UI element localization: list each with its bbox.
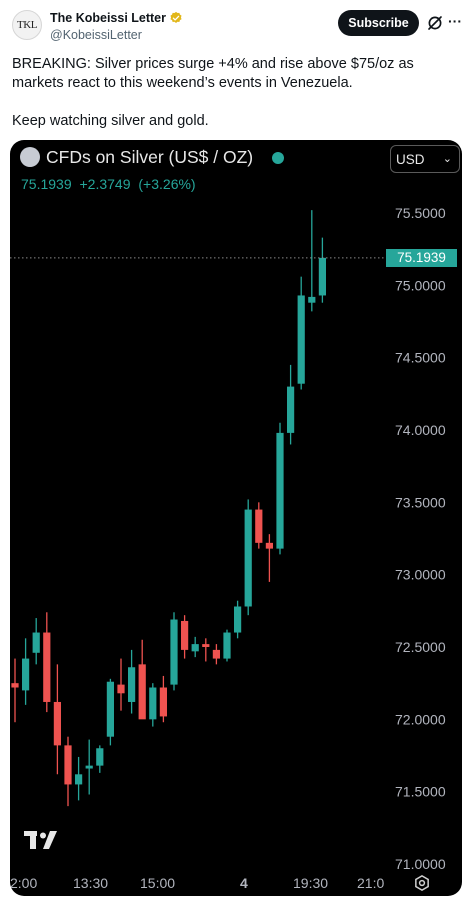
candle-body bbox=[191, 644, 199, 652]
candle-body bbox=[223, 632, 231, 659]
x-tick-label: 21:0 bbox=[357, 875, 384, 891]
candle-body bbox=[32, 632, 40, 653]
y-tick-label: 73.0000 bbox=[395, 567, 446, 583]
candle-body bbox=[22, 658, 30, 691]
x-tick-label: 13:30 bbox=[73, 875, 108, 891]
post-header: TKL The Kobeissi Letter @KobeissiLetter … bbox=[0, 0, 472, 48]
subscribe-button[interactable]: Subscribe bbox=[338, 10, 419, 36]
candle-body bbox=[11, 683, 19, 688]
verified-badge-icon bbox=[170, 11, 182, 23]
more-options-icon[interactable]: ··· bbox=[448, 13, 462, 29]
chart-title: CFDs on Silver (US$ / OZ) bbox=[46, 147, 254, 167]
x-tick-label: 4 bbox=[240, 875, 248, 891]
candle-body bbox=[234, 606, 242, 633]
y-tick-label: 71.5000 bbox=[395, 784, 446, 800]
candle-body bbox=[318, 257, 326, 296]
price-change-percent: (+3.26%) bbox=[138, 176, 196, 192]
y-tick-label: 72.0000 bbox=[395, 711, 446, 727]
candle-body bbox=[64, 745, 72, 785]
candle-body bbox=[202, 644, 210, 647]
candle-body bbox=[85, 765, 93, 769]
y-tick-label: 75.0000 bbox=[395, 277, 446, 293]
candle-body bbox=[181, 620, 189, 650]
candle-body bbox=[96, 748, 104, 766]
candle-body bbox=[170, 619, 178, 685]
candlestick-chart: 75.5000 75.0000 74.5000 74.0000 73.5000 73.00… bbox=[10, 205, 446, 891]
y-tick-label: 72.5000 bbox=[395, 639, 446, 655]
candle-body bbox=[106, 681, 114, 737]
grok-icon[interactable] bbox=[426, 14, 444, 32]
candle-body bbox=[43, 632, 51, 702]
quote-row: 75.1939 +2.3749 (+3.26%) bbox=[21, 176, 200, 192]
y-tick-label: 73.5000 bbox=[395, 494, 446, 510]
current-price-label: 75.1939 bbox=[386, 248, 457, 267]
y-tick-label: 74.0000 bbox=[395, 422, 446, 438]
candle-body bbox=[212, 649, 220, 659]
candle-body bbox=[276, 432, 284, 549]
currency-value: USD bbox=[396, 151, 425, 167]
y-tick-label: 74.5000 bbox=[395, 350, 446, 366]
silver-coin-icon bbox=[20, 147, 40, 167]
candle-body bbox=[244, 509, 252, 607]
candle-body bbox=[297, 295, 305, 384]
candle-body bbox=[75, 774, 83, 785]
x-tick-label: 2:00 bbox=[10, 875, 37, 891]
y-tick-label: 75.5000 bbox=[395, 205, 446, 221]
post-text: BREAKING: Silver prices surge +4% and ri… bbox=[12, 55, 462, 150]
candle-body bbox=[117, 684, 125, 694]
post-text-line-2: Keep watching silver and gold. bbox=[12, 113, 209, 129]
currency-select[interactable]: USD ⌄ bbox=[390, 145, 460, 173]
post-text-line-1: BREAKING: Silver prices surge +4% and ri… bbox=[12, 56, 414, 91]
y-tick-label: 71.0000 bbox=[395, 856, 446, 872]
x-tick-label: 19:30 bbox=[293, 875, 328, 891]
x-tick-label: 15:00 bbox=[140, 875, 175, 891]
avatar[interactable]: TKL bbox=[12, 10, 42, 40]
candle-body bbox=[287, 386, 295, 433]
display-name[interactable]: The Kobeissi Letter bbox=[50, 11, 166, 25]
settings-icon[interactable] bbox=[413, 874, 431, 892]
candle-body bbox=[128, 667, 136, 702]
chart-image[interactable]: 75.5000 75.0000 74.5000 74.0000 73.5000 73.00… bbox=[10, 140, 462, 896]
candle-body bbox=[53, 701, 61, 746]
candle-body bbox=[308, 296, 316, 303]
author-name-row[interactable]: The Kobeissi Letter bbox=[50, 11, 183, 25]
price-change: +2.3749 bbox=[79, 176, 131, 192]
last-price: 75.1939 bbox=[21, 176, 72, 192]
candle-body bbox=[265, 542, 273, 549]
user-handle[interactable]: @KobeissiLetter bbox=[50, 28, 142, 42]
candle-body bbox=[138, 664, 146, 720]
market-open-indicator bbox=[272, 152, 284, 164]
candle-body bbox=[149, 687, 157, 720]
chevron-down-icon: ⌄ bbox=[442, 153, 452, 165]
candle-body bbox=[159, 687, 167, 717]
tradingview-logo-icon bbox=[24, 831, 57, 849]
candle-body bbox=[255, 509, 263, 543]
